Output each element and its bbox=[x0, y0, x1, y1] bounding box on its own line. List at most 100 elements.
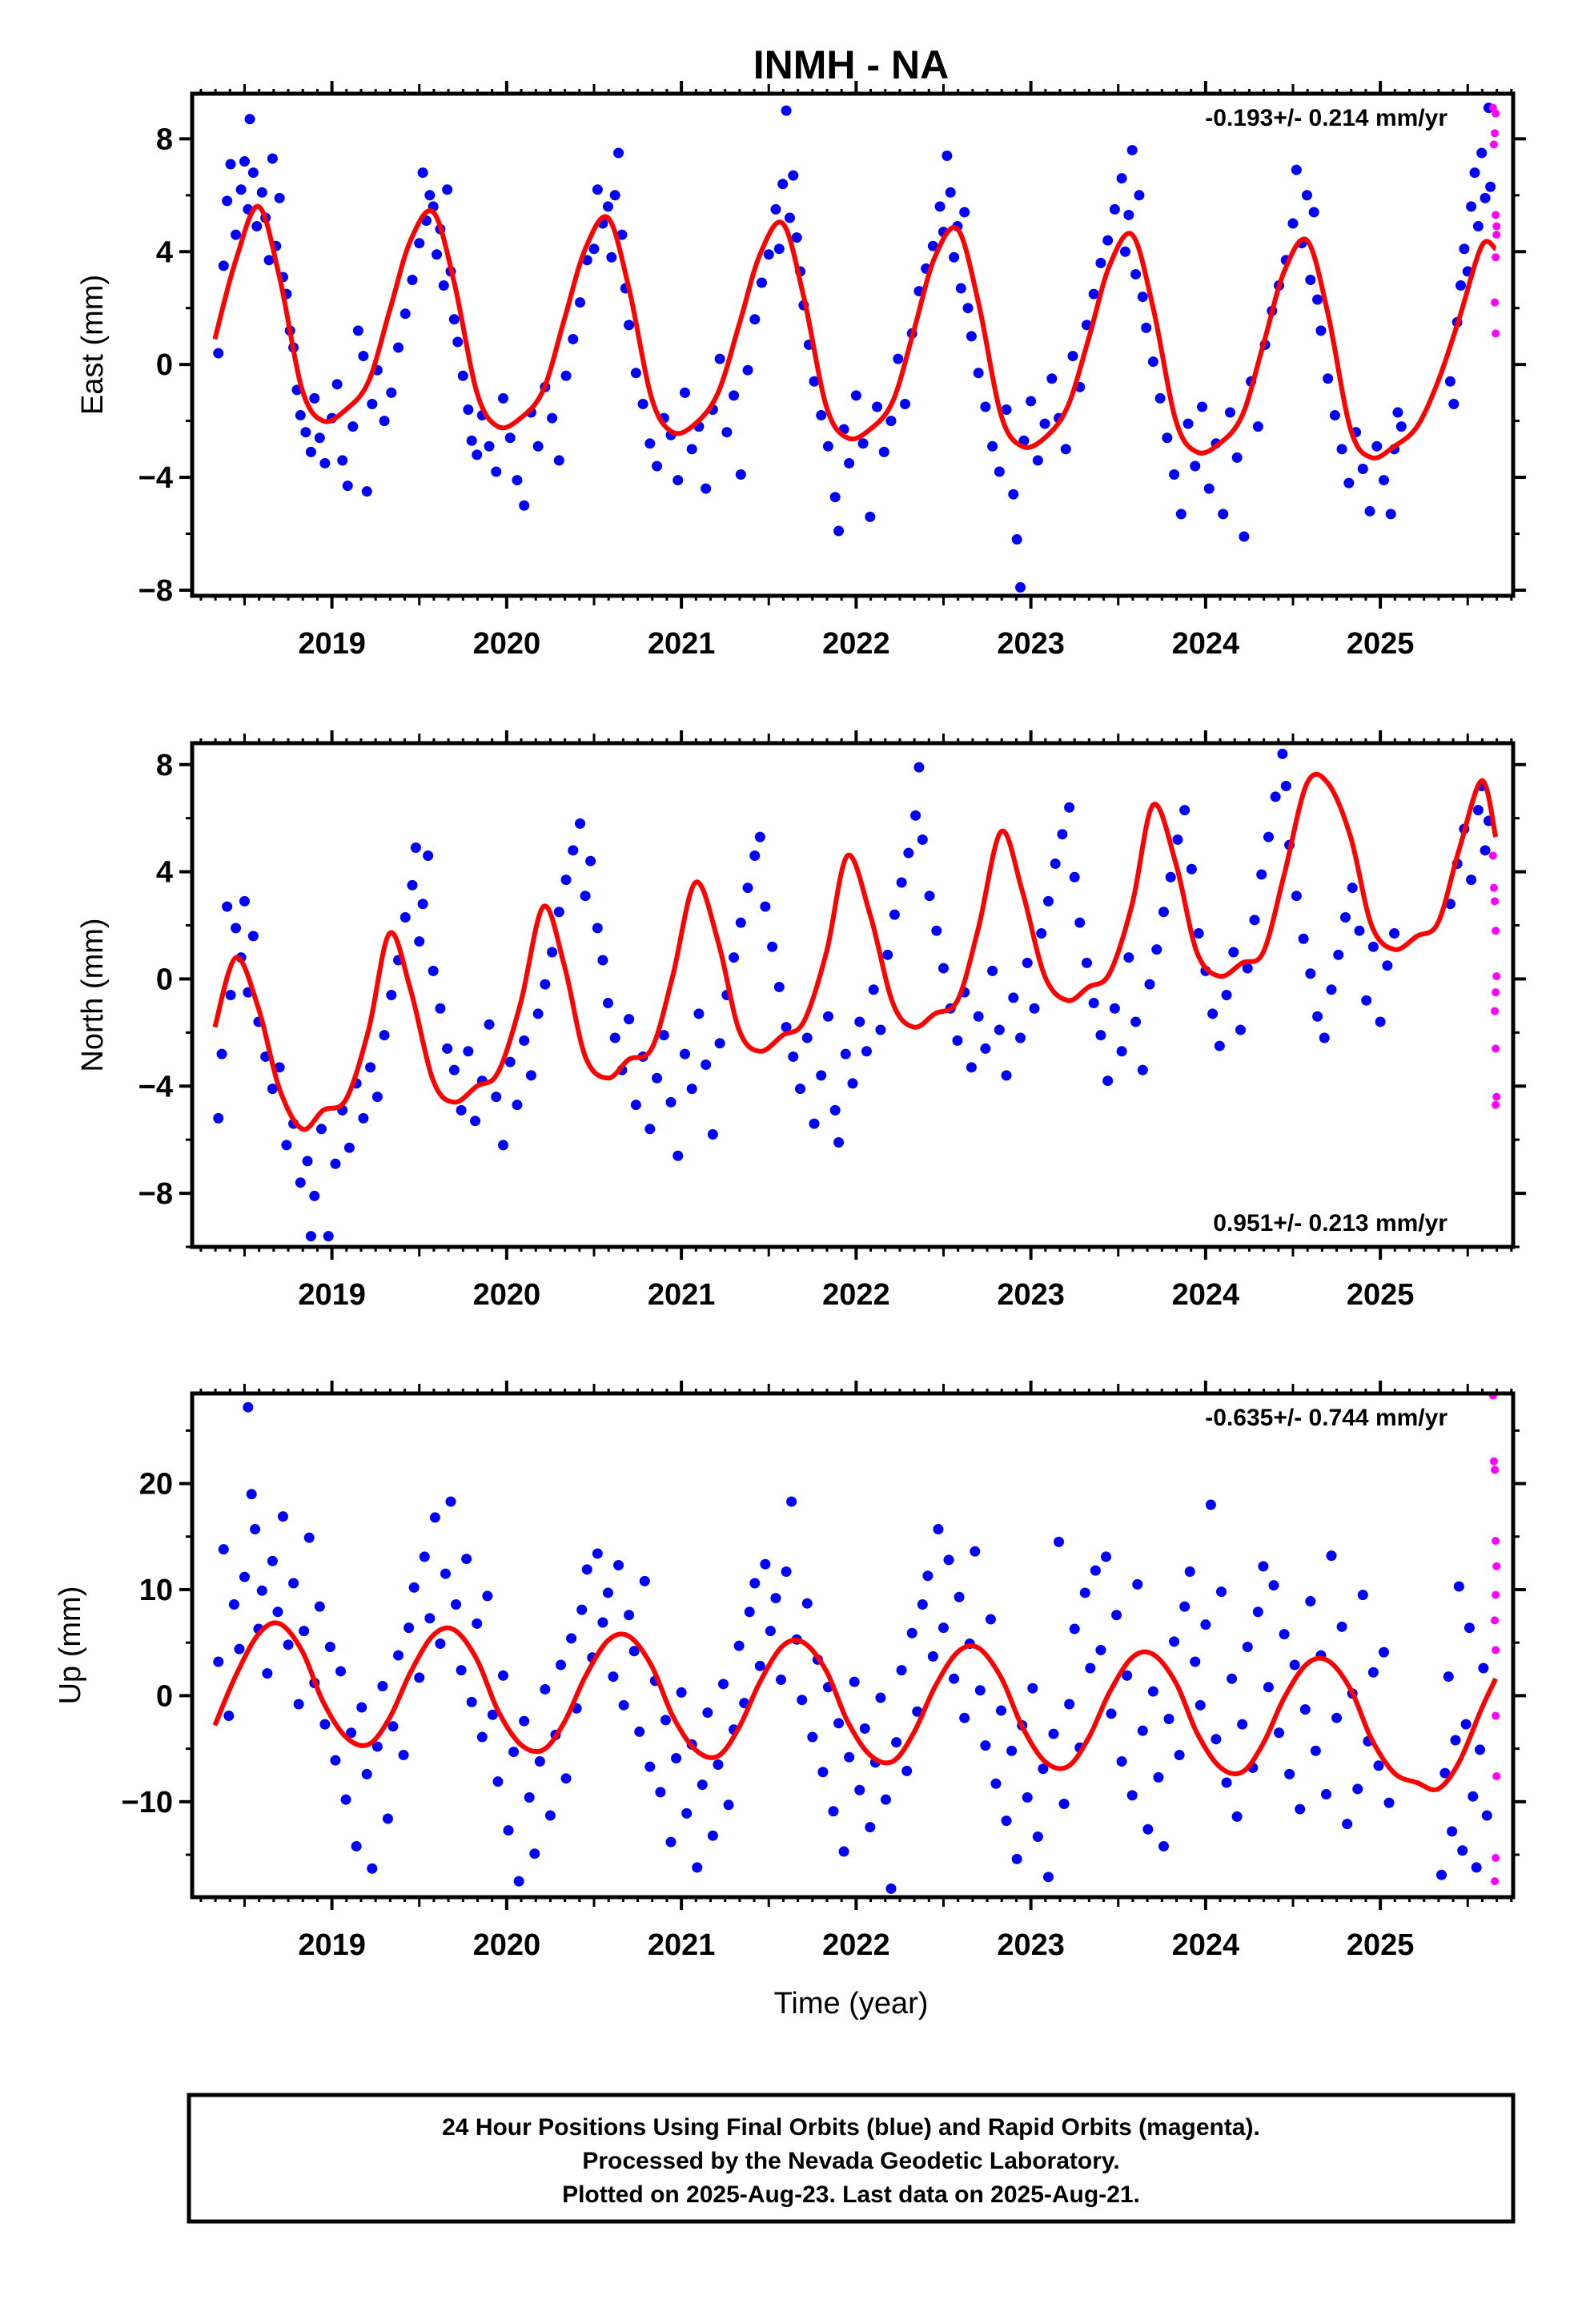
north-final-point bbox=[407, 879, 418, 891]
north-final-point bbox=[1102, 1076, 1114, 1087]
east-final-point bbox=[1001, 404, 1012, 416]
east-final-point bbox=[1137, 292, 1148, 303]
east-final-point bbox=[457, 370, 468, 381]
up-final-point bbox=[1174, 1750, 1185, 1761]
up-rapid-point bbox=[1492, 1646, 1500, 1655]
east-final-point bbox=[213, 348, 224, 359]
up-final-point bbox=[1132, 1578, 1143, 1590]
east-final-point bbox=[235, 184, 247, 195]
north-final-point bbox=[1277, 748, 1288, 759]
up-final-point bbox=[246, 1489, 257, 1500]
north-final-point bbox=[1263, 831, 1274, 842]
up-final-point bbox=[288, 1578, 299, 1589]
north-rapid-point bbox=[1492, 1044, 1500, 1053]
up-final-point bbox=[807, 1731, 818, 1743]
north-final-point bbox=[410, 842, 421, 853]
east-final-point bbox=[358, 351, 369, 362]
east-xtick-label: 2023 bbox=[997, 627, 1065, 661]
east-ylabel: East (mm) bbox=[76, 275, 110, 415]
east-final-point bbox=[1126, 144, 1138, 155]
up-final-point bbox=[933, 1523, 944, 1534]
north-final-point bbox=[400, 911, 411, 923]
east-final-point bbox=[784, 212, 795, 223]
east-plot-frame bbox=[190, 91, 1516, 598]
up-rapid-point bbox=[1492, 1562, 1501, 1570]
north-final-point bbox=[980, 1043, 991, 1054]
north-final-point bbox=[913, 762, 925, 773]
east-final-point bbox=[833, 525, 845, 537]
up-final-point bbox=[371, 1741, 383, 1752]
up-final-point bbox=[1001, 1815, 1012, 1827]
up-final-point bbox=[692, 1862, 703, 1873]
east-final-point bbox=[742, 364, 753, 376]
north-final-point bbox=[1069, 871, 1080, 883]
east-final-point bbox=[735, 469, 746, 480]
east-final-point bbox=[1371, 440, 1383, 452]
north-final-point bbox=[749, 850, 761, 862]
up-final-point bbox=[1079, 1587, 1090, 1598]
north-final-point bbox=[1095, 1030, 1106, 1041]
north-final-point bbox=[679, 1048, 690, 1059]
up-final-point bbox=[419, 1551, 430, 1562]
up-final-point bbox=[1195, 1699, 1206, 1711]
east-final-point bbox=[568, 333, 579, 344]
north-final-point bbox=[1291, 891, 1302, 902]
east-final-point bbox=[218, 260, 229, 271]
up-final-point bbox=[1453, 1581, 1464, 1592]
north-rapid-point bbox=[1492, 1100, 1500, 1109]
east-final-point bbox=[1395, 421, 1407, 432]
up-final-point bbox=[250, 1523, 261, 1534]
east-final-point bbox=[942, 150, 953, 161]
east-final-point bbox=[1385, 509, 1396, 520]
up-final-point bbox=[267, 1555, 278, 1566]
north-ytick-label: 0 bbox=[156, 963, 173, 996]
north-rapid-point bbox=[1488, 851, 1497, 860]
up-final-point bbox=[1447, 1826, 1458, 1837]
east-ytick-label: 0 bbox=[156, 348, 173, 382]
north-final-point bbox=[801, 1032, 813, 1043]
north-final-point bbox=[1312, 1011, 1323, 1022]
up-final-point bbox=[234, 1643, 245, 1655]
north-final-point bbox=[707, 1128, 718, 1140]
up-final-point bbox=[906, 1627, 917, 1638]
up-final-point bbox=[1478, 1663, 1489, 1674]
north-final-point bbox=[833, 1137, 845, 1148]
east-final-point bbox=[532, 440, 544, 452]
east-final-point bbox=[337, 455, 348, 466]
up-final-point bbox=[540, 1683, 551, 1695]
up-final-point bbox=[765, 1626, 776, 1637]
up-final-point bbox=[435, 1638, 446, 1650]
east-final-point bbox=[1218, 509, 1229, 520]
up-final-point bbox=[1111, 1610, 1122, 1621]
north-ytick-label: 8 bbox=[156, 749, 173, 782]
north-final-point bbox=[729, 952, 740, 963]
up-final-point bbox=[1378, 1647, 1389, 1658]
east-final-point bbox=[361, 486, 372, 497]
east-final-point bbox=[497, 392, 508, 404]
up-xtick-label: 2019 bbox=[298, 1928, 366, 1962]
north-xtick-label: 2025 bbox=[1347, 1278, 1415, 1312]
north-final-point bbox=[463, 1046, 474, 1057]
east-final-point bbox=[222, 195, 233, 207]
up-xtick-label: 2023 bbox=[997, 1928, 1065, 1962]
north-ylabel: North (mm) bbox=[76, 918, 110, 1072]
east-final-point bbox=[484, 440, 495, 452]
up-final-point bbox=[1367, 1667, 1379, 1678]
north-final-point bbox=[809, 1118, 820, 1129]
east-final-point bbox=[945, 187, 956, 198]
north-final-point bbox=[504, 1056, 516, 1068]
north-final-point bbox=[1256, 869, 1267, 880]
up-final-point bbox=[1205, 1499, 1216, 1510]
north-final-point bbox=[1050, 858, 1061, 870]
up-final-point bbox=[1085, 1663, 1096, 1674]
east-final-point bbox=[1102, 235, 1114, 246]
east-final-point bbox=[770, 203, 781, 215]
east-final-point bbox=[1060, 444, 1071, 455]
east-final-point bbox=[1130, 268, 1142, 279]
up-final-point bbox=[529, 1848, 540, 1860]
up-final-point bbox=[1352, 1783, 1363, 1795]
north-final-point bbox=[1382, 960, 1393, 971]
north-ytick-label: 4 bbox=[156, 856, 173, 890]
up-xtick-label: 2022 bbox=[822, 1928, 890, 1962]
